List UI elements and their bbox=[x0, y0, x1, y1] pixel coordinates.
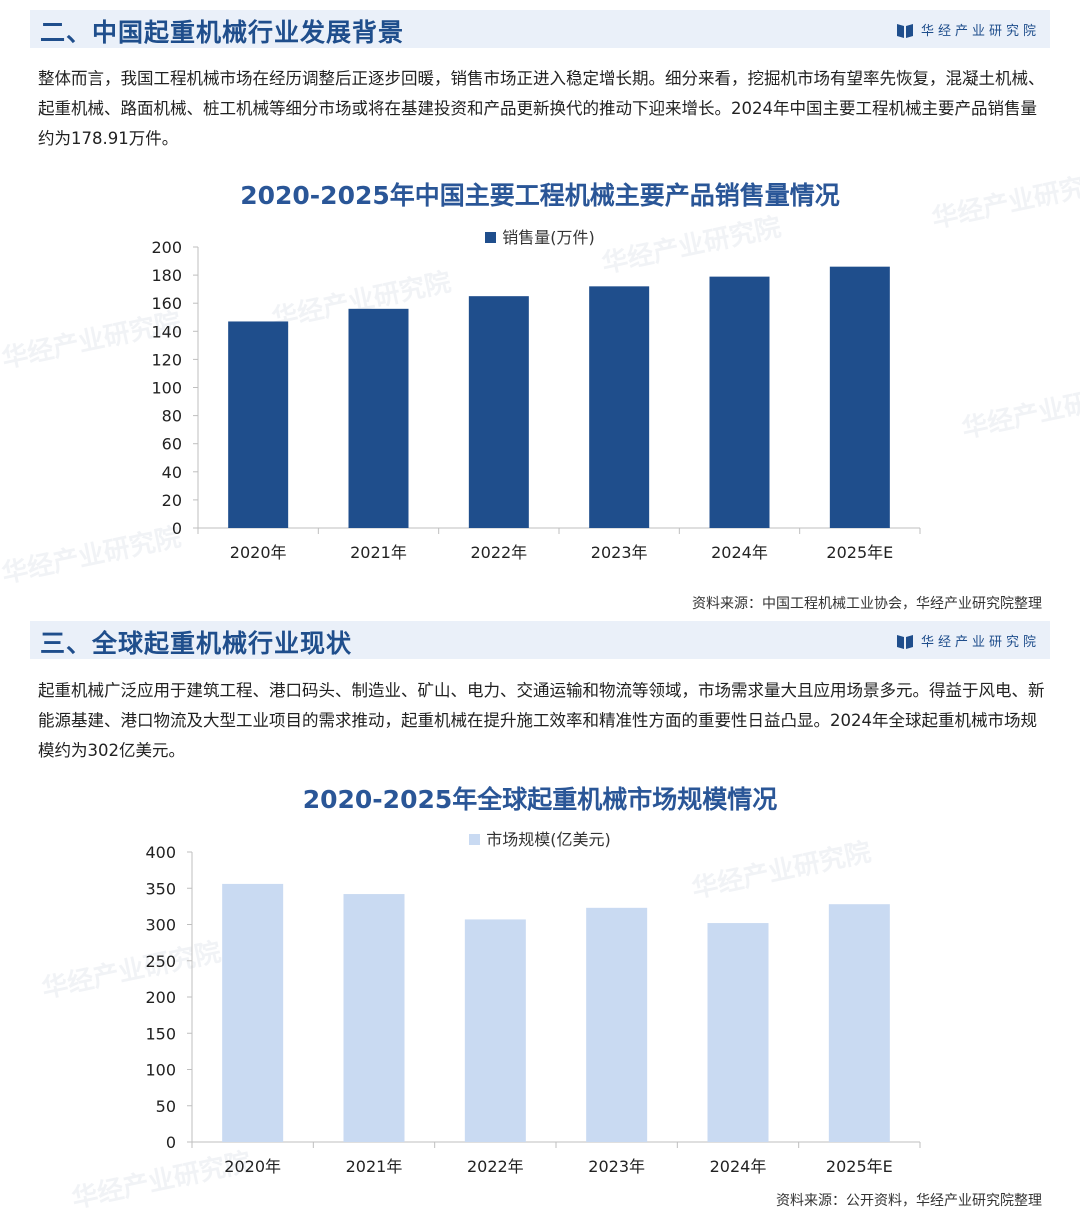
section-title: 三、全球起重机械行业现状 bbox=[40, 629, 353, 658]
y-tick-label: 50 bbox=[156, 1097, 176, 1116]
bar bbox=[343, 894, 405, 1142]
x-tick-label: 2024年 bbox=[711, 543, 768, 562]
y-tick-label: 20 bbox=[162, 491, 182, 510]
y-tick-label: 400 bbox=[145, 843, 176, 862]
bar bbox=[468, 296, 529, 528]
y-tick-label: 200 bbox=[151, 238, 182, 257]
x-tick-label: 2021年 bbox=[350, 543, 407, 562]
bar bbox=[828, 904, 890, 1142]
y-tick-label: 100 bbox=[145, 1061, 176, 1080]
y-tick-label: 60 bbox=[162, 435, 182, 454]
section-paragraph: 起重机械广泛应用于建筑工程、港口码头、制造业、矿山、电力、交通运输和物流等领域，… bbox=[38, 681, 1045, 760]
y-tick-label: 80 bbox=[162, 407, 182, 426]
y-tick-label: 250 bbox=[145, 952, 176, 971]
source-note: 资料来源：公开资料，华经产业研究院整理 bbox=[776, 1193, 1042, 1209]
x-tick-label: 2024年 bbox=[710, 1157, 767, 1176]
bar bbox=[707, 923, 769, 1142]
y-tick-label: 150 bbox=[145, 1024, 176, 1043]
y-tick-label: 200 bbox=[145, 988, 176, 1007]
x-tick-label: 2023年 bbox=[591, 543, 648, 562]
source-note: 资料来源：中国工程机械工业协会，华经产业研究院整理 bbox=[692, 596, 1042, 612]
brand-name: 华经产业研究院 bbox=[920, 635, 1040, 650]
legend-swatch bbox=[469, 834, 481, 845]
brand-name: 华经产业研究院 bbox=[920, 24, 1040, 39]
x-tick-label: 2022年 bbox=[467, 1157, 524, 1176]
y-tick-label: 350 bbox=[145, 879, 176, 898]
chart-title: 2020-2025年中国主要工程机械主要产品销售量情况 bbox=[240, 181, 840, 210]
bar bbox=[589, 286, 650, 528]
y-tick-label: 180 bbox=[151, 266, 182, 285]
chart-legend: 市场规模(亿美元) bbox=[0, 826, 1080, 850]
legend-label: 销售量(万件) bbox=[502, 228, 595, 247]
bar bbox=[586, 907, 648, 1142]
chart-title: 2020-2025年全球起重机械市场规模情况 bbox=[302, 785, 778, 814]
brand: 华经产业研究院 bbox=[896, 20, 1040, 39]
section-paragraph: 整体而言，我国工程机械市场在经历调整后正逐步回暖，销售市场正进入稳定增长期。细分… bbox=[38, 69, 1045, 148]
brand-logo-icon bbox=[896, 23, 913, 38]
bar bbox=[222, 883, 284, 1142]
y-tick-label: 0 bbox=[166, 1133, 176, 1152]
x-tick-label: 2025年E bbox=[826, 543, 893, 562]
x-tick-label: 2020年 bbox=[224, 1157, 281, 1176]
bar bbox=[464, 919, 526, 1142]
legend-swatch bbox=[485, 232, 497, 243]
y-tick-label: 40 bbox=[162, 463, 182, 482]
section-header: 三、全球起重机械行业现状 华经产业研究院 bbox=[30, 621, 1050, 659]
x-tick-label: 2025年E bbox=[826, 1157, 893, 1176]
y-tick-label: 160 bbox=[151, 294, 182, 313]
y-tick-label: 300 bbox=[145, 916, 176, 935]
y-tick-label: 100 bbox=[151, 379, 182, 398]
bar bbox=[709, 276, 770, 528]
legend-label: 市场规模(亿美元) bbox=[486, 830, 611, 849]
brand-logo-icon bbox=[896, 634, 913, 649]
x-tick-label: 2022年 bbox=[470, 543, 527, 562]
chart-legend: 销售量(万件) bbox=[0, 224, 1080, 248]
bar bbox=[829, 266, 890, 528]
bar bbox=[348, 308, 409, 528]
x-tick-label: 2021年 bbox=[346, 1157, 403, 1176]
y-tick-label: 120 bbox=[151, 350, 182, 369]
x-tick-label: 2020年 bbox=[230, 543, 287, 562]
y-tick-label: 140 bbox=[151, 322, 182, 341]
section-title: 二、中国起重机械行业发展背景 bbox=[40, 18, 405, 47]
bar bbox=[228, 321, 289, 528]
x-tick-label: 2023年 bbox=[588, 1157, 645, 1176]
y-tick-label: 0 bbox=[172, 519, 182, 538]
brand: 华经产业研究院 bbox=[896, 631, 1040, 650]
section-header: 二、中国起重机械行业发展背景 华经产业研究院 bbox=[30, 10, 1050, 48]
